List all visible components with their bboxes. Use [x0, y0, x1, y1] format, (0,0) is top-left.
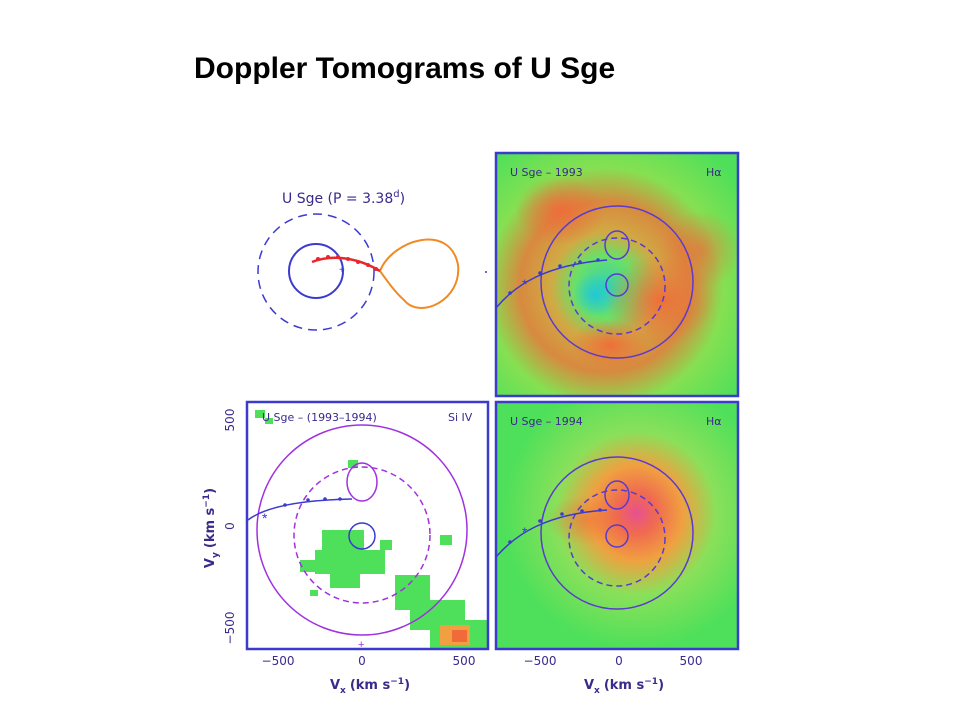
stream-markers	[508, 258, 600, 295]
x-tick-label: 0	[615, 654, 623, 668]
secondary-lobe	[604, 230, 630, 260]
x-axis-title: Vx (km s−1)	[584, 677, 664, 696]
outer-velocity-circle	[257, 213, 375, 331]
y-tick-label: 500	[223, 409, 237, 432]
secondary-roche-lobe	[378, 238, 460, 309]
panel-frame	[494, 400, 740, 651]
x-tick-label: 0	[358, 654, 366, 668]
primary-lobe	[348, 522, 376, 550]
x-tick-label: 500	[680, 654, 703, 668]
star-marker: *	[522, 276, 528, 292]
panel-frame	[494, 151, 740, 398]
bottom-mark: +	[358, 639, 364, 651]
center-of-mass-mark: +	[339, 265, 345, 276]
ballistic-stream	[495, 259, 608, 309]
disk-circle	[568, 489, 666, 587]
secondary-lobe	[346, 462, 378, 502]
panel-frame	[245, 400, 490, 651]
tomogram-1994-halpha: U Sge – 1994 Hα *	[494, 400, 740, 651]
primary-roche-lobe	[288, 243, 344, 299]
schematic-title: U Sge (P = 3.38d)	[282, 189, 405, 207]
x-axis-left: −500 0 500 Vx (km s−1)	[262, 654, 476, 696]
disk-circle	[568, 237, 666, 335]
stream-markers	[316, 255, 378, 271]
x-axis-right: −500 0 500 Vx (km s−1)	[524, 654, 703, 696]
hot-core	[452, 630, 467, 642]
y-axis: 500 0 −500 Vy(km s−1)	[202, 409, 237, 645]
primary-lobe	[605, 273, 629, 297]
panel-label: U Sge – (1993–1994)	[262, 411, 377, 424]
disk-circle	[293, 466, 431, 604]
primary-lobe	[605, 524, 629, 548]
tomogram-siiv: U Sge – (1993–1994) Si IV * +	[245, 400, 490, 651]
stream-markers	[508, 508, 602, 544]
x-tick-label: −500	[262, 654, 295, 668]
star-marker: *	[522, 524, 528, 540]
outer-circle	[540, 456, 694, 610]
binary-schematic: U Sge (P = 3.38d) +	[257, 189, 487, 331]
outer-circle	[256, 424, 468, 636]
y-tick-label: −500	[223, 612, 237, 645]
ballistic-stream	[247, 498, 353, 521]
x-axis-title: Vx (km s−1)	[330, 677, 410, 696]
panel-label: U Sge – 1994	[510, 415, 583, 428]
ballistic-stream	[495, 509, 608, 558]
y-tick-label: 0	[223, 522, 237, 530]
slide-title: Doppler Tomograms of U Sge	[194, 52, 616, 85]
secondary-lobe	[604, 480, 630, 510]
panel-label: U Sge – 1993	[510, 166, 583, 179]
line-label: Si IV	[448, 411, 473, 424]
outer-circle	[540, 205, 694, 359]
line-label: Hα	[706, 166, 722, 179]
y-axis-title: Vy(km s−1)	[202, 488, 221, 568]
stream-markers	[283, 497, 342, 507]
star-marker: *	[262, 510, 268, 526]
tomogram-1993-halpha: U Sge – 1993 Hα *	[494, 151, 740, 398]
x-tick-label: 500	[453, 654, 476, 668]
line-label: Hα	[706, 415, 722, 428]
dot-mark	[485, 271, 487, 273]
x-tick-label: −500	[524, 654, 557, 668]
